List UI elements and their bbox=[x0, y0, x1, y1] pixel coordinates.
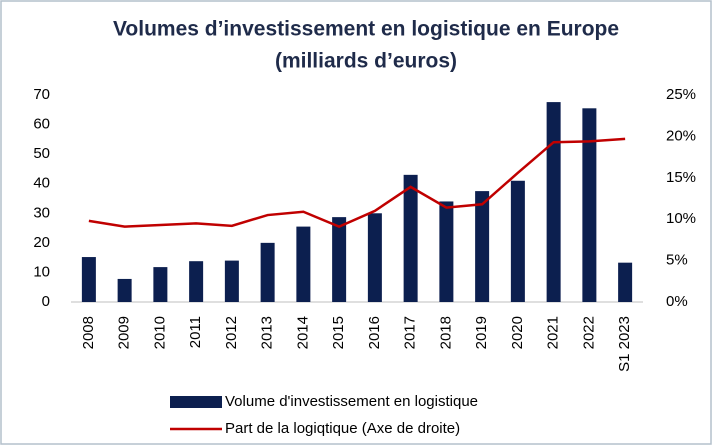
y2-tick-label: 5% bbox=[666, 252, 688, 269]
y2-tick-label: 20% bbox=[666, 127, 696, 144]
x-tick-label: 2022 bbox=[580, 316, 597, 349]
line bbox=[88, 137, 626, 229]
x-tick-label: 2012 bbox=[223, 316, 240, 349]
y-tick-label: 0 bbox=[42, 293, 50, 310]
y2-tick-label: 25% bbox=[666, 86, 696, 103]
x-tick-label: 2010 bbox=[151, 316, 168, 349]
x-tick-label: 2011 bbox=[187, 316, 204, 348]
x-tick-label: 2013 bbox=[259, 316, 276, 349]
x-tick-label: 2019 bbox=[473, 316, 490, 349]
bar bbox=[117, 278, 132, 302]
y-tick-label: 40 bbox=[33, 175, 50, 192]
chart-title: (milliards d’euros) bbox=[275, 50, 457, 73]
y-tick-label: 50 bbox=[33, 145, 50, 162]
x-tick-label: S1 2023 bbox=[616, 316, 633, 372]
bar bbox=[510, 180, 525, 302]
bar bbox=[153, 267, 168, 302]
x-tick-label: 2008 bbox=[80, 316, 97, 349]
y2-tick-label: 10% bbox=[666, 210, 696, 227]
chart-title: Volumes d’investissement en logistique e… bbox=[113, 18, 619, 41]
bar bbox=[296, 226, 311, 302]
y2-tick-label: 0% bbox=[666, 293, 688, 310]
bar bbox=[81, 257, 96, 302]
legend-swatch bbox=[170, 396, 222, 408]
legend-label: Volume d'investissement en logistique bbox=[225, 393, 478, 410]
x-tick-label: 2016 bbox=[366, 316, 383, 349]
x-tick-label: 2014 bbox=[294, 316, 311, 349]
bar bbox=[582, 108, 597, 302]
bar bbox=[546, 102, 561, 303]
y2-tick-label: 15% bbox=[666, 169, 696, 186]
bar bbox=[439, 201, 454, 302]
bar bbox=[403, 174, 418, 302]
x-tick-label: 2021 bbox=[545, 316, 562, 349]
bar bbox=[332, 217, 347, 302]
bar bbox=[618, 262, 633, 302]
y-tick-label: 10 bbox=[33, 263, 50, 280]
bar bbox=[367, 213, 382, 302]
bar bbox=[224, 260, 239, 302]
x-tick-label: 2020 bbox=[509, 316, 526, 349]
x-tick-label: 2018 bbox=[437, 316, 454, 349]
bar bbox=[260, 242, 275, 302]
y-tick-label: 60 bbox=[33, 116, 50, 133]
x-tick-label: 2017 bbox=[402, 316, 419, 349]
x-tick-label: 2009 bbox=[116, 316, 133, 349]
bar bbox=[189, 261, 204, 302]
bar bbox=[475, 191, 490, 302]
x-tick-label: 2015 bbox=[330, 316, 347, 349]
legend-label: Part de la logiqtique (Axe de droite) bbox=[225, 420, 460, 437]
y-tick-label: 30 bbox=[33, 204, 50, 221]
y-tick-label: 70 bbox=[33, 86, 50, 103]
y-tick-label: 20 bbox=[33, 234, 50, 251]
